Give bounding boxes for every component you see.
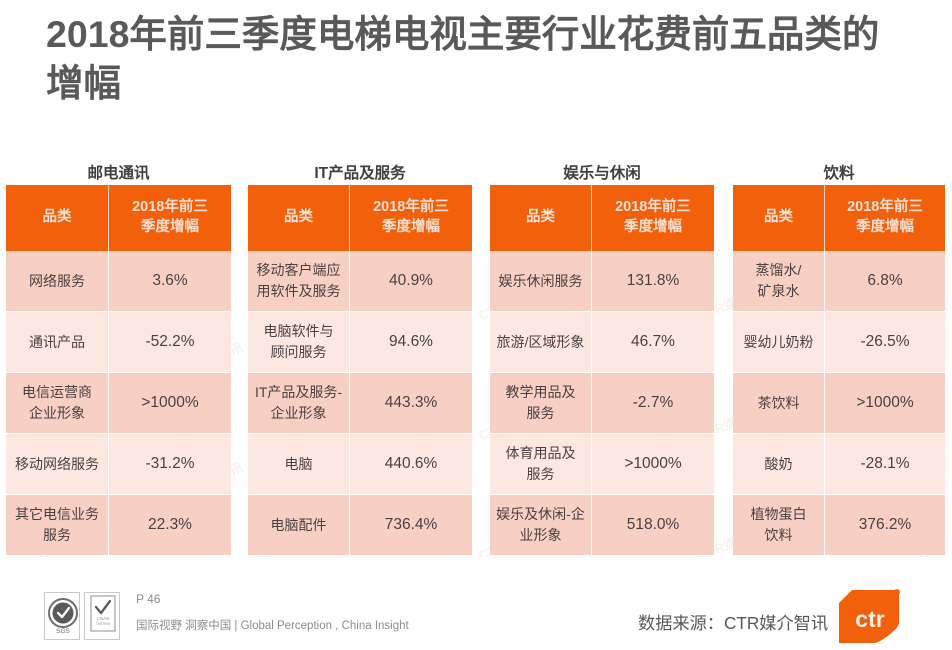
svg-text:ctr: ctr <box>855 606 884 632</box>
svg-text:R: R <box>896 590 899 595</box>
svg-text:CNAS: CNAS <box>97 616 110 621</box>
svg-text:TESTING: TESTING <box>96 622 111 626</box>
svg-text:SGS: SGS <box>56 628 70 635</box>
